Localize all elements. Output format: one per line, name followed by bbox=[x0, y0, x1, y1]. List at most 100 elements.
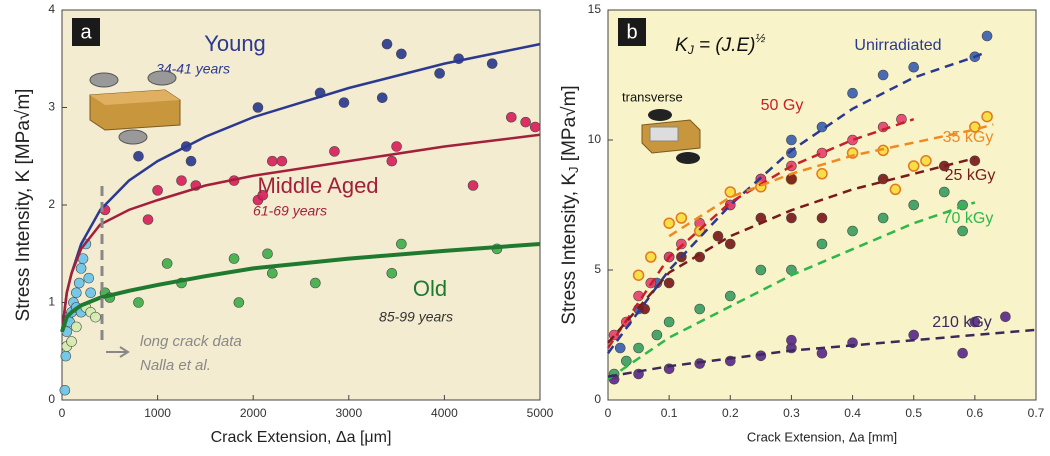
annotation: 85-99 years bbox=[379, 309, 453, 325]
series-label: Unirradiated bbox=[854, 37, 941, 54]
y-axis-label-part: [MPa√m] bbox=[559, 85, 580, 166]
data-point bbox=[176, 175, 187, 186]
data-point bbox=[938, 186, 950, 198]
data-point bbox=[969, 155, 981, 167]
y-tick-label: 4 bbox=[48, 2, 55, 16]
data-point bbox=[724, 290, 736, 302]
fit-curve bbox=[606, 50, 988, 354]
y-axis-label: Stress Intensity, KJ [MPa√m] bbox=[559, 85, 581, 324]
fit-curve bbox=[607, 201, 976, 381]
data-point bbox=[59, 384, 71, 396]
data-point bbox=[816, 168, 828, 180]
formula-part: K bbox=[675, 35, 689, 56]
data-point bbox=[83, 272, 95, 284]
plot-background bbox=[607, 9, 1037, 401]
data-point bbox=[847, 87, 858, 99]
data-point bbox=[847, 134, 858, 146]
y-axis-label-part: J bbox=[566, 166, 581, 173]
data-point bbox=[381, 38, 393, 50]
data-point bbox=[712, 230, 724, 242]
roller bbox=[89, 72, 119, 88]
series-label: 70 kGy bbox=[943, 210, 994, 227]
data-point bbox=[663, 316, 675, 328]
x-tick-label: 0 bbox=[605, 406, 612, 420]
x-tick-label: 2000 bbox=[240, 406, 267, 420]
annotation: Nalla et al. bbox=[140, 357, 211, 374]
x-tick-label: 4000 bbox=[431, 406, 458, 420]
data-point bbox=[816, 212, 828, 224]
annotation: 61-69 years bbox=[253, 203, 327, 219]
data-point bbox=[1000, 311, 1011, 323]
y-tick-label: 10 bbox=[588, 132, 602, 146]
data-point bbox=[957, 225, 968, 237]
x-tick-label: 1000 bbox=[144, 406, 171, 420]
data-point bbox=[434, 68, 445, 79]
data-point bbox=[71, 287, 82, 299]
data-point bbox=[816, 147, 828, 159]
data-point bbox=[786, 147, 797, 159]
data-point bbox=[786, 134, 797, 146]
panel-label: a bbox=[80, 21, 92, 43]
formula-part: ½ bbox=[755, 31, 765, 45]
data-point bbox=[877, 69, 889, 81]
data-point bbox=[614, 342, 626, 354]
formula-part: = (J.E) bbox=[694, 35, 756, 56]
data-point bbox=[85, 287, 96, 299]
data-point bbox=[252, 102, 264, 113]
y-tick-label: 15 bbox=[588, 2, 602, 16]
data-point bbox=[632, 269, 645, 281]
data-point bbox=[877, 173, 889, 185]
panel-label-box bbox=[72, 18, 100, 46]
data-point bbox=[486, 58, 498, 69]
specimen-stripes bbox=[649, 126, 679, 142]
series-label: 25 kGy bbox=[945, 167, 996, 184]
data-point bbox=[969, 316, 981, 328]
data-point bbox=[877, 212, 889, 224]
x-axis-label: Crack Extension, Δa [mm] bbox=[747, 429, 897, 444]
data-point bbox=[889, 183, 902, 196]
series-label: Middle Aged bbox=[257, 173, 378, 198]
data-point bbox=[908, 199, 920, 211]
data-point bbox=[71, 321, 82, 333]
data-point bbox=[386, 267, 398, 279]
data-point bbox=[724, 186, 737, 198]
panel-label: b bbox=[626, 21, 637, 43]
y-tick-label: 2 bbox=[48, 197, 55, 211]
data-point bbox=[920, 155, 932, 167]
data-point bbox=[386, 155, 398, 167]
data-point bbox=[633, 342, 644, 354]
data-point bbox=[396, 48, 407, 60]
x-tick-label: 3000 bbox=[335, 406, 362, 420]
data-point bbox=[142, 214, 154, 225]
y-axis-label: Stress Intensity, K [MPa√m] bbox=[13, 89, 34, 322]
data-point bbox=[391, 141, 402, 152]
x-tick-label: 0.2 bbox=[722, 406, 739, 420]
icon-label: transverse bbox=[622, 89, 683, 104]
data-point bbox=[907, 160, 920, 172]
data-point bbox=[651, 329, 663, 341]
data-point bbox=[506, 111, 517, 123]
data-point bbox=[133, 297, 144, 308]
y-axis-label-part: Stress Intensity, K bbox=[559, 173, 580, 325]
data-point bbox=[276, 155, 288, 167]
data-point bbox=[267, 267, 278, 279]
annotation: 34-41 years bbox=[156, 61, 230, 77]
annotation: long crack data bbox=[140, 333, 242, 350]
x-tick-label: 0.4 bbox=[844, 406, 861, 420]
data-point bbox=[786, 212, 797, 224]
data-point bbox=[262, 248, 273, 260]
data-point bbox=[90, 311, 101, 323]
data-point bbox=[724, 238, 736, 250]
fit-curve bbox=[668, 123, 994, 238]
series-label: 210 kGy bbox=[932, 314, 992, 331]
data-point bbox=[73, 277, 85, 289]
x-tick-label: 0.1 bbox=[661, 406, 678, 420]
data-point bbox=[694, 303, 706, 315]
roller bbox=[648, 109, 672, 121]
x-tick-label: 0.3 bbox=[783, 406, 800, 420]
y-tick-label: 1 bbox=[48, 295, 55, 309]
x-tick-label: 0.5 bbox=[905, 406, 922, 420]
x-tick-label: 0.7 bbox=[1028, 406, 1045, 420]
y-tick-label: 0 bbox=[594, 392, 601, 406]
